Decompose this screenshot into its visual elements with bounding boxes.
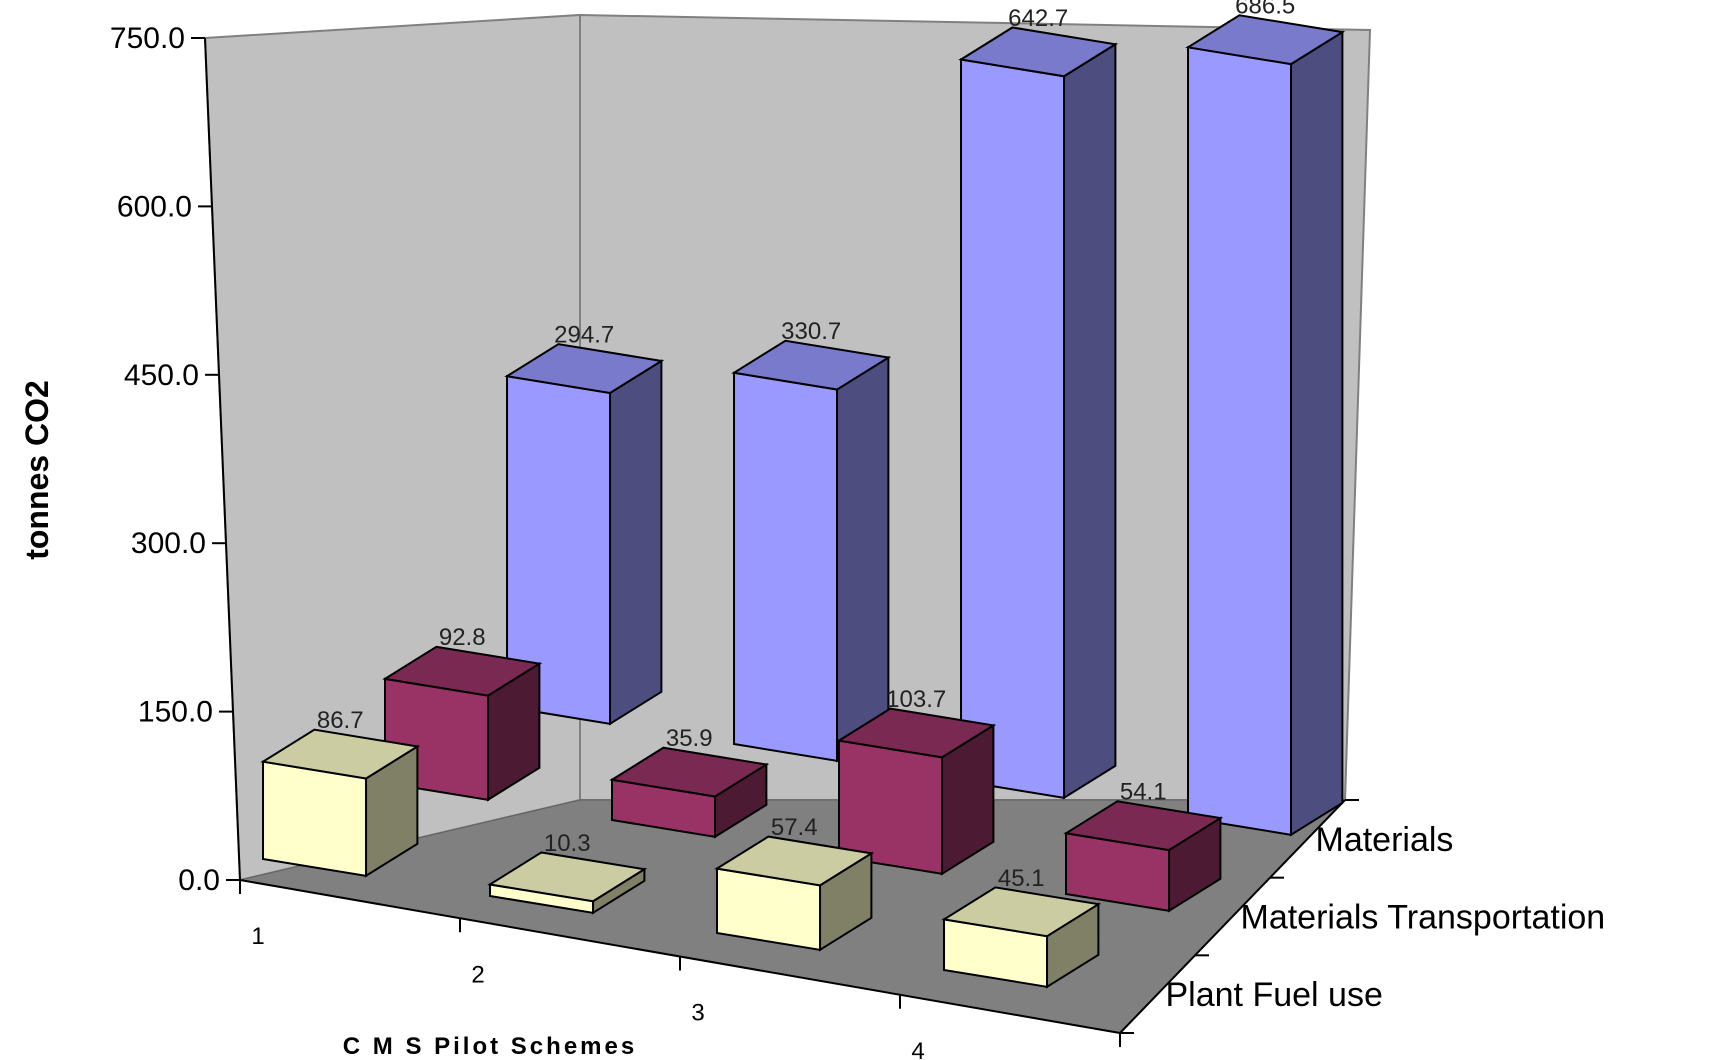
value-label: 54.1 bbox=[1120, 779, 1167, 806]
y-axis-title: tonnes CO2 bbox=[19, 380, 55, 560]
bar-materials-transportation-2 bbox=[609, 746, 770, 839]
bar-front bbox=[1187, 46, 1293, 836]
x-tick-label: 4 bbox=[911, 1038, 924, 1060]
x-tick-label: 3 bbox=[691, 1000, 704, 1027]
bar-top bbox=[1185, 14, 1346, 66]
value-label: 642.7 bbox=[1008, 5, 1068, 32]
y-tick-label: 300.0 bbox=[131, 527, 206, 560]
y-tick-label: 450.0 bbox=[124, 359, 199, 392]
bar-side bbox=[609, 359, 663, 726]
y-tick-label: 750.0 bbox=[110, 22, 185, 55]
bar-plant-fuel-use-2 bbox=[487, 851, 648, 915]
bar-materials-3 bbox=[958, 26, 1119, 800]
series-label: Materials Transportation bbox=[1241, 899, 1606, 937]
bar-side bbox=[1063, 42, 1117, 800]
bar-top bbox=[504, 343, 665, 395]
value-label: 45.1 bbox=[998, 865, 1045, 892]
bar-plant-fuel-use-1 bbox=[260, 728, 421, 878]
value-label: 57.4 bbox=[771, 814, 818, 841]
value-label: 686.5 bbox=[1235, 0, 1295, 20]
depth-axis-ticks: Plant Fuel use Materials Transportation Ma… bbox=[1120, 799, 1606, 1034]
y-axis-ticks: 0.0 150.0 300.0 450.0 600.0 750.0 bbox=[110, 22, 240, 897]
y-tick-label: 600.0 bbox=[117, 190, 192, 223]
value-label: 330.7 bbox=[781, 318, 841, 345]
bar-top bbox=[714, 835, 875, 887]
bar-front bbox=[960, 58, 1066, 799]
value-label: 86.7 bbox=[317, 707, 364, 734]
bar-plant-fuel-use-4 bbox=[941, 886, 1102, 989]
bar-materials-2 bbox=[731, 339, 892, 763]
value-label: 103.7 bbox=[886, 686, 946, 713]
bar-side bbox=[836, 355, 890, 763]
bar-top bbox=[1063, 800, 1224, 852]
value-label: 92.8 bbox=[439, 624, 486, 651]
y-axis-line bbox=[204, 37, 241, 881]
bar-side bbox=[1290, 30, 1344, 837]
bar-materials-1 bbox=[504, 343, 665, 726]
series-label: Materials bbox=[1316, 821, 1454, 859]
bars bbox=[260, 14, 1346, 989]
bar-top bbox=[382, 645, 543, 697]
bar-materials-transportation-3 bbox=[836, 707, 997, 876]
bar-materials-transportation-4 bbox=[1063, 800, 1224, 913]
value-label: 35.9 bbox=[666, 725, 713, 752]
bar-top bbox=[609, 746, 770, 798]
bar-top bbox=[836, 707, 997, 759]
bar-top bbox=[260, 728, 421, 780]
bar-top bbox=[941, 886, 1102, 938]
bar-top bbox=[731, 339, 892, 391]
value-labels: 294.7 330.7 642.7 686.5 92.8 35.9 103.7 54.1 86.… bbox=[317, 0, 1295, 892]
value-label: 294.7 bbox=[554, 322, 614, 349]
bar-materials-4 bbox=[1185, 14, 1346, 837]
bar-plant-fuel-use-3 bbox=[714, 835, 875, 952]
x-axis-ticks: 1 2 3 4 bbox=[239, 880, 1121, 1060]
x-axis-title: C M S Pilot Schemes bbox=[343, 1033, 637, 1060]
x-tick-label: 1 bbox=[251, 923, 264, 950]
series-label: Plant Fuel use bbox=[1166, 976, 1383, 1014]
bar-top bbox=[958, 26, 1119, 78]
bar-top bbox=[487, 851, 648, 903]
value-label: 10.3 bbox=[544, 830, 591, 857]
bar-front bbox=[262, 760, 368, 877]
y-tick-label: 150.0 bbox=[138, 696, 213, 729]
bar-front bbox=[733, 371, 839, 762]
x-tick-label: 2 bbox=[471, 961, 484, 988]
y-tick-label: 0.0 bbox=[178, 864, 220, 897]
